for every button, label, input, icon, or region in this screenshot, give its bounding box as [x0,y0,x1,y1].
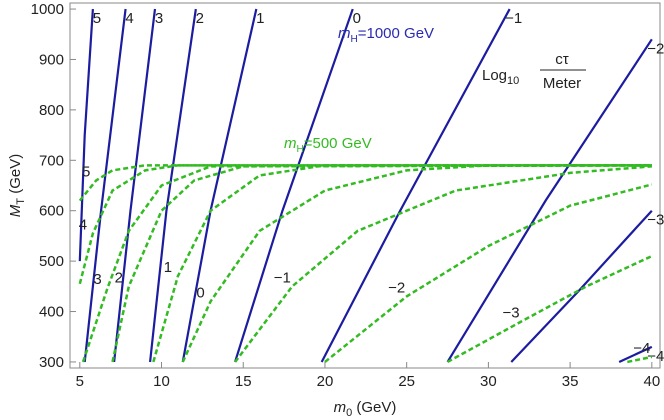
contour-label: 3 [93,271,101,288]
contour-line [234,165,652,363]
contour-line [148,8,197,363]
plot-frame [69,2,661,369]
annotation: mH=1000 GeV [338,25,434,45]
annotation-tail: =500 GeV [304,135,372,152]
legend-title-main: Log [482,67,507,84]
x-axis-title: m0 (GeV) [334,399,397,419]
contour-line [111,164,652,363]
y-axis-title: MT (GeV) [7,154,27,217]
contour-label: 4 [79,216,87,233]
y-tick-label: 500 [39,253,64,270]
x-tick-label: 15 [235,373,252,390]
legend-denominator: Meter [543,75,581,92]
contour-line [320,8,511,363]
contour-label: −4 [633,340,650,357]
legend-title: Log10 [482,67,519,87]
contour-line [618,345,653,363]
contour-label: 4 [125,10,133,27]
x-tick-label: 25 [398,373,415,390]
contour-label: −4 [647,348,664,365]
annotation-sub: H [351,34,358,45]
annotation-main: m [284,135,297,152]
contour-line [78,8,94,262]
contour-label: 3 [155,10,163,27]
y-axis-title-sub: T [15,198,27,205]
x-tick-label: 20 [317,373,334,390]
x-tick-label: 40 [643,373,660,390]
contour-line [234,8,354,363]
contour-label: −1 [505,10,522,27]
annotation-sub: H [297,144,304,155]
y-tick-label: 600 [39,203,64,220]
contour-label: −2 [647,40,664,57]
contour-label: 1 [256,10,264,27]
annotation: mH=500 GeV [284,135,372,155]
contour-label: 2 [115,269,123,286]
contour-line [181,164,652,363]
y-axis-title-tail: (GeV) [7,154,24,198]
legend-numerator: cτ [555,51,569,68]
x-axis-title-tail: (GeV) [352,399,396,416]
x-tick-label: 35 [562,373,579,390]
x-tick-label: 30 [480,373,497,390]
y-axis-title-main: M [7,204,24,217]
y-tick-label: 400 [39,304,64,321]
x-axis-title-sub: 0 [346,407,352,419]
contour-label: 5 [93,10,101,27]
y-tick-label: 1000 [31,1,64,18]
annotation-main: m [338,25,351,42]
y-tick-label: 900 [39,51,64,68]
contour-line [446,254,653,364]
y-tick-label: 700 [39,152,64,169]
contour-label: −3 [647,212,664,229]
x-tick-label: 10 [153,373,170,390]
contour-label: −3 [503,305,520,322]
contour-label: −1 [274,269,291,286]
contour-label: 2 [196,10,204,27]
contour-line [510,209,653,363]
contour-line [83,8,127,363]
contour-line [446,38,653,363]
y-tick-label: 800 [39,102,64,119]
contour-label: 0 [196,284,204,301]
x-axis-title-main: m [334,399,347,416]
contour-label: −2 [388,279,405,296]
contour-line [78,164,652,202]
contour-line [627,355,653,364]
contour-line [324,183,653,363]
y-tick-label: 300 [39,354,64,371]
contour-label: 5 [82,163,90,180]
annotation-tail: =1000 GeV [358,25,434,42]
legend-title-sub: 10 [507,75,519,87]
contour-label: 0 [353,10,361,27]
x-tick-label: 5 [76,373,84,390]
contour-line [181,8,258,363]
contour-label: 1 [164,259,172,276]
contour-line [113,8,157,363]
contour-line [152,164,652,363]
